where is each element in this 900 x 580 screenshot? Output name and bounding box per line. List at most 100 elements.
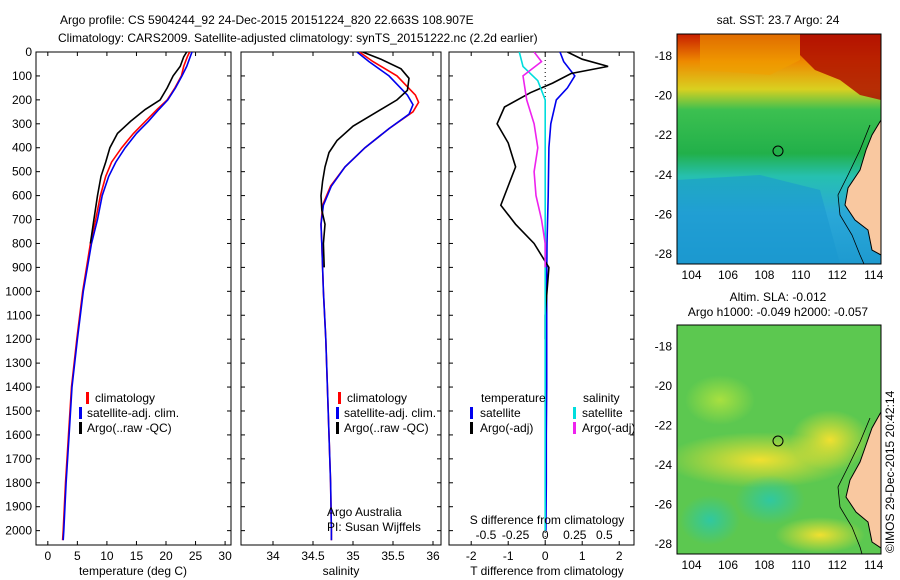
- y-tick-label: 1400: [5, 380, 32, 394]
- legend-label-argo: Argo(..raw -QC): [344, 421, 429, 435]
- y-tick-label: 1500: [5, 404, 32, 418]
- x2-tick-label: -0.5: [476, 528, 497, 542]
- y-tick-label: 200: [12, 93, 32, 107]
- sla-low-2: [680, 495, 740, 545]
- map-x-tick-label: 114: [864, 558, 883, 572]
- y-tick-label: 0: [25, 45, 32, 59]
- y-tick-label: 2000: [5, 524, 32, 538]
- legend-label-s-satellite: satellite: [582, 406, 623, 420]
- legend-label-climatology: climatology: [95, 391, 155, 405]
- sla-high-east: [790, 410, 870, 470]
- x2-tick-label: -0.25: [502, 528, 530, 542]
- header-line2: Climatology: CARS2009. Satellite-adjuste…: [58, 31, 538, 45]
- map-x-tick-label: 112: [828, 558, 847, 572]
- imos-stamp: ©IMOS 29-Dec-2015 20:42:14: [883, 390, 897, 553]
- salinity-legend: climatology satellite-adj. clim. Argo(..…: [327, 391, 436, 534]
- sst-land: [844, 119, 881, 256]
- legend-swatch-argo: [79, 422, 82, 434]
- sla-land: [845, 410, 881, 549]
- temperature-plot-area: [35, 51, 232, 546]
- x-tick-label: 30: [218, 549, 232, 563]
- y-tick-label: 700: [12, 213, 32, 227]
- x2-tick-label: 0: [542, 528, 549, 542]
- map-y-tick-label: -28: [655, 537, 673, 551]
- series-line-temperature-satellite: [545, 52, 576, 531]
- x-tick-label: -1: [503, 549, 514, 563]
- map-x-tick-label: 110: [791, 268, 810, 282]
- y-tick-label: 1600: [5, 428, 32, 442]
- sst-argo-marker: [772, 145, 784, 157]
- x-tick-label: 10: [100, 549, 114, 563]
- sst-orange-patch: [700, 34, 800, 75]
- y-tick-label: 500: [12, 165, 32, 179]
- sst-map-title: sat. SST: 23.7 Argo: 24: [717, 13, 840, 27]
- x-tick-label: 36: [426, 549, 440, 563]
- series-line-salinity-argo-adj-: [522, 52, 546, 268]
- legend-label-satellite: satellite-adj. clim.: [344, 406, 436, 420]
- legend-label-t-satellite: satellite: [480, 406, 521, 420]
- sla-coast-contour: [837, 417, 871, 554]
- legend-label-satellite: satellite-adj. clim.: [87, 406, 179, 420]
- map-x-tick-label: 114: [864, 268, 883, 282]
- map-x-tick-label: 110: [791, 558, 810, 572]
- legend-label-t-argo: Argo(-adj): [480, 421, 533, 435]
- series-line-temperature-argo-adj-: [496, 52, 609, 340]
- map-x-tick-label: 104: [682, 268, 702, 282]
- x-tick-label: 20: [159, 549, 173, 563]
- map-y-tick-label: -26: [655, 498, 673, 512]
- x2-tick-label: 0.5: [596, 528, 613, 542]
- y-tick-label: 1000: [5, 284, 32, 298]
- map-x-tick-label: 106: [718, 268, 738, 282]
- series-group-temperature-profile: [61, 52, 193, 541]
- difference-legend: temperature satellite Argo(-adj) salinit…: [470, 391, 635, 435]
- sst-warm-patch: [800, 34, 881, 100]
- legend-label-climatology: climatology: [347, 391, 407, 405]
- difference-x2label: S difference from climatology: [470, 513, 625, 527]
- difference-plot-area: [448, 51, 635, 546]
- map-y-tick-label: -22: [655, 419, 673, 433]
- map-y-tick-label: -22: [655, 128, 673, 142]
- legend-swatch-s-satellite: [573, 407, 576, 419]
- sla-map: [677, 325, 881, 554]
- annotation-argo-australia: Argo Australia: [327, 505, 402, 519]
- map-y-tick-label: -28: [655, 247, 673, 261]
- x-tick-label: -2: [466, 549, 477, 563]
- sst-map-frame: [676, 33, 882, 265]
- series-line-satellite-adj-clim-: [62, 52, 193, 541]
- salinity-xlabel: salinity: [323, 564, 360, 578]
- x-tick-label: 34: [266, 549, 280, 563]
- map-x-tick-label: 104: [682, 558, 702, 572]
- y-tick-label: 1200: [5, 332, 32, 346]
- sst-map: [677, 34, 881, 264]
- sla-map-title-2: Argo h1000: -0.049 h2000: -0.057: [688, 305, 868, 319]
- legend-swatch-s-argo: [573, 422, 576, 434]
- annotation-pi: PI: Susan Wijffels: [327, 520, 421, 534]
- map-y-tick-label: -24: [655, 168, 673, 182]
- x-tick-label: 0: [44, 549, 51, 563]
- series-line-climatology: [320, 52, 420, 541]
- series-line-salinity-satellite: [518, 52, 546, 531]
- legend-swatch-climatology: [86, 392, 89, 404]
- x-tick-label: 5: [74, 549, 81, 563]
- legend-swatch-satellite: [336, 407, 339, 419]
- sla-high-north: [685, 375, 755, 425]
- series-line-argo-raw-qc-: [320, 52, 410, 268]
- y-tick-label: 600: [12, 189, 32, 203]
- map-y-tick-label: -20: [655, 379, 673, 393]
- x-tick-label: 35.5: [381, 549, 405, 563]
- y-tick-label: 800: [12, 236, 32, 250]
- series-line-argo-raw-qc-: [89, 52, 188, 244]
- temperature-xlabel: temperature (deg C): [79, 564, 187, 578]
- x-tick-label: 2: [616, 549, 623, 563]
- legend-swatch-argo: [336, 422, 339, 434]
- header-line1: Argo profile: CS 5904244_92 24-Dec-2015 …: [60, 13, 474, 27]
- sla-high-south: [775, 517, 865, 553]
- y-tick-label: 1900: [5, 500, 32, 514]
- series-group-salinity-profile: [320, 52, 420, 541]
- legend-swatch-t-satellite: [470, 407, 473, 419]
- legend-label-argo: Argo(..raw -QC): [87, 421, 172, 435]
- x-tick-label: 1: [579, 549, 586, 563]
- legend-title-salinity: salinity: [583, 391, 620, 405]
- sla-map-title-1: Altim. SLA: -0.012: [730, 290, 827, 304]
